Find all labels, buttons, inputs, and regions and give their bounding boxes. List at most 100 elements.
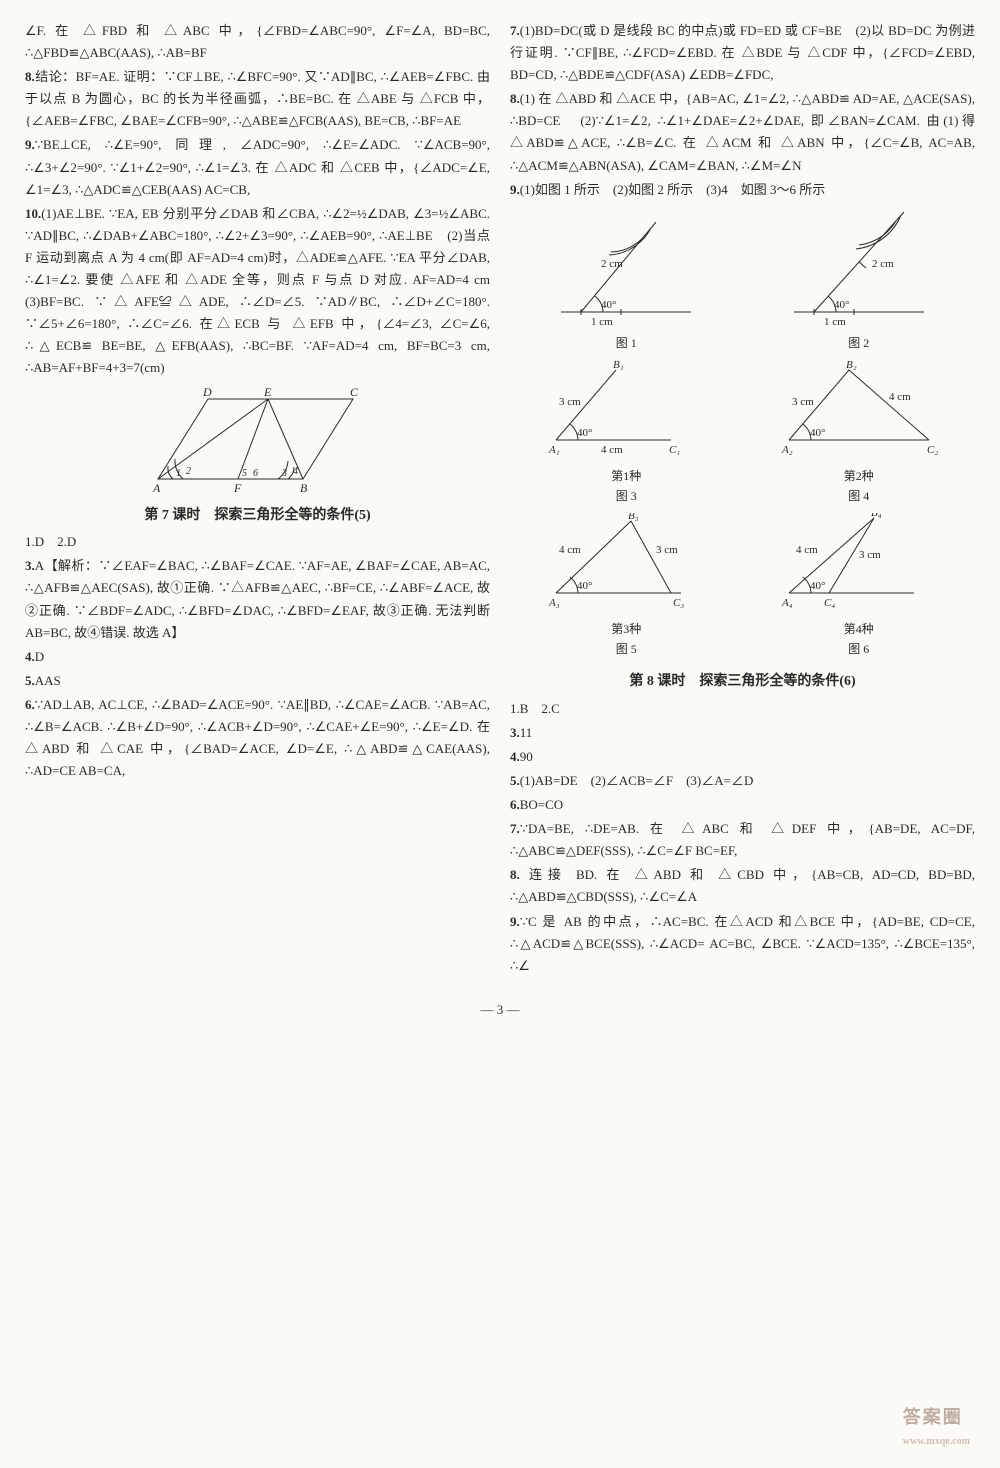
svg-text:3: 3	[281, 468, 287, 479]
fig-1: 2 cm 40° 1 cm 图 1	[551, 207, 701, 354]
r-text-7: (1)BD=DC(或 D 是线段 BC 的中点)或 FD=ED 或 CF=BE …	[510, 23, 975, 82]
ans-1-2: 1.D 2.D	[25, 531, 490, 553]
svg-text:C₃: C₃	[673, 597, 684, 609]
b-ans-1-2: 1.B 2.C	[510, 698, 975, 720]
item-10: 10.(1)AE⊥BE. ∵EA, EB 分别平分∠DAB 和∠CBA, ∴∠2…	[25, 203, 490, 380]
b-ans-4: 4.90	[510, 746, 975, 768]
page-footer: — 3 —	[25, 999, 975, 1021]
svg-text:D: D	[202, 385, 212, 399]
text-a4: D	[35, 649, 44, 664]
svg-text:C: C	[350, 385, 359, 399]
svg-text:40°: 40°	[810, 427, 825, 439]
svg-text:2 cm: 2 cm	[872, 258, 894, 270]
svg-text:3 cm: 3 cm	[792, 396, 814, 408]
fig-row-1: 2 cm 40° 1 cm 图 1 2 cm 40° 1 cm	[510, 207, 975, 354]
svg-text:C₁: C₁	[669, 444, 680, 456]
svg-text:1 cm: 1 cm	[591, 316, 613, 327]
b-text-7: ∵DA=BE, ∴DE=AB. 在 △ABC 和 △DEF 中，{AB=DE, …	[510, 821, 975, 858]
r-item-9: 9.(1)如图 1 所示 (2)如图 2 所示 (3)4 如图 3～6 所示	[510, 179, 975, 201]
svg-text:6: 6	[253, 468, 258, 479]
fig3-label: 第1种	[541, 466, 711, 486]
watermark-text: 答案圈	[903, 1407, 963, 1427]
fig-row-3: A₃ B₃ C₃ 4 cm 3 cm 40° 第3种 图 5 A₄ B₄ C₄	[510, 513, 975, 660]
item-pre: ∠F. 在 △FBD 和 △ABC 中，{∠FBD=∠ABC=90°, ∠F=∠…	[25, 20, 490, 64]
fig3-caption: 图 3	[541, 486, 711, 506]
text-a3: A【解析：∵∠EAF=∠BAC, ∴∠BAF=∠CAE. ∵AF=AE, ∠BA…	[25, 558, 490, 639]
svg-text:3 cm: 3 cm	[859, 549, 881, 561]
page-columns: ∠F. 在 △FBD 和 △ABC 中，{∠FBD=∠ABC=90°, ∠F=∠…	[25, 20, 975, 979]
fig-2: 2 cm 40° 1 cm 图 2	[784, 207, 934, 354]
r-item-7: 7.(1)BD=DC(或 D 是线段 BC 的中点)或 FD=ED 或 CF=B…	[510, 20, 975, 86]
fig5-label: 第3种	[541, 619, 711, 639]
fig1-caption: 图 1	[551, 333, 701, 353]
fig-5: A₃ B₃ C₃ 4 cm 3 cm 40° 第3种 图 5	[541, 513, 711, 660]
svg-text:40°: 40°	[834, 299, 849, 311]
svg-text:B: B	[300, 481, 308, 494]
r-item-8: 8.(1) 在 △ABD 和 △ACE 中，{AB=AC, ∠1=∠2, ∴△A…	[510, 88, 975, 176]
svg-text:A₃: A₃	[548, 597, 560, 609]
svg-text:4 cm: 4 cm	[601, 444, 623, 456]
b-text-3: 11	[520, 725, 533, 740]
svg-text:4 cm: 4 cm	[796, 544, 818, 556]
text-8: 结论：BF=AE. 证明：∵CF⊥BE, ∴∠BFC=90°. 又∵AD∥BC,…	[25, 69, 490, 128]
svg-text:F: F	[233, 481, 242, 494]
text-9: ∵BE⊥CE, ∴∠E=90°, 同理, ∠ADC=90°, ∴∠E=∠ADC.…	[25, 137, 490, 196]
fig-6: A₄ B₄ C₄ 4 cm 3 cm 40° 第4种 图 6	[774, 513, 944, 660]
text-a5: AAS	[35, 673, 61, 688]
right-column: 7.(1)BD=DC(或 D 是线段 BC 的中点)或 FD=ED 或 CF=B…	[510, 20, 975, 979]
page-number: 3	[497, 1002, 504, 1017]
r-text-9: (1)如图 1 所示 (2)如图 2 所示 (3)4 如图 3～6 所示	[520, 182, 825, 197]
svg-text:C₂: C₂	[927, 444, 938, 456]
svg-text:40°: 40°	[577, 427, 592, 439]
b-text-5: (1)AB=DE (2)∠ACB=∠F (3)∠A=∠D	[520, 773, 754, 788]
b-text-6: BO=CO	[520, 797, 563, 812]
b-text-4: 90	[520, 749, 533, 764]
item-8: 8.结论：BF=AE. 证明：∵CF⊥BE, ∴∠BFC=90°. 又∵AD∥B…	[25, 66, 490, 132]
svg-text:A₁: A₁	[548, 444, 560, 456]
svg-text:4: 4	[293, 466, 298, 477]
text-10: (1)AE⊥BE. ∵EA, EB 分别平分∠DAB 和∠CBA, ∴∠2=½∠…	[25, 206, 503, 376]
svg-text:40°: 40°	[601, 299, 616, 311]
svg-text:B₃: B₃	[628, 513, 639, 522]
b-text-8: 连接 BD. 在 △ABD 和 △CBD 中，{AB=CB, AD=CD, BD…	[510, 867, 975, 904]
b-ans-3: 3.11	[510, 722, 975, 744]
fig2-caption: 图 2	[784, 333, 934, 353]
left-column: ∠F. 在 △FBD 和 △ABC 中，{∠FBD=∠ABC=90°, ∠F=∠…	[25, 20, 490, 979]
svg-text:4 cm: 4 cm	[559, 544, 581, 556]
svg-text:4 cm: 4 cm	[889, 391, 911, 403]
svg-text:40°: 40°	[810, 580, 825, 592]
ans-4: 4.D	[25, 646, 490, 668]
fig6-caption: 图 6	[774, 639, 944, 659]
fig5-caption: 图 5	[541, 639, 711, 659]
svg-text:3 cm: 3 cm	[559, 396, 581, 408]
b-ans-7: 7.∵DA=BE, ∴DE=AB. 在 △ABC 和 △DEF 中，{AB=DE…	[510, 818, 975, 862]
watermark: 答案圈 www.mxqe.com	[903, 1402, 970, 1450]
svg-text:B₂: B₂	[846, 360, 857, 371]
section-7-title: 第 7 课时 探索三角形全等的条件(5)	[25, 504, 490, 528]
ans-3: 3.A【解析：∵∠EAF=∠BAC, ∴∠BAF=∠CAE. ∵AF=AE, ∠…	[25, 555, 490, 643]
item-9: 9.∵BE⊥CE, ∴∠E=90°, 同理, ∠ADC=90°, ∴∠E=∠AD…	[25, 134, 490, 200]
fig-3: A₁ B₁ C₁ 3 cm 40° 4 cm 第1种 图 3	[541, 360, 711, 507]
svg-text:2: 2	[186, 466, 191, 477]
svg-text:5: 5	[242, 468, 247, 479]
svg-text:B₁: B₁	[613, 360, 624, 371]
svg-text:B₄: B₄	[871, 513, 882, 519]
svg-text:1: 1	[176, 468, 181, 479]
svg-text:1 cm: 1 cm	[824, 316, 846, 327]
watermark-url: www.mxqe.com	[903, 1433, 970, 1450]
b-ans-8: 8. 连接 BD. 在 △ABD 和 △CBD 中，{AB=CB, AD=CD,…	[510, 864, 975, 908]
b-text-9: ∵C 是 AB 的中点，∴AC=BC. 在△ACD 和△BCE 中，{AD=BE…	[510, 914, 975, 973]
svg-text:40°: 40°	[577, 580, 592, 592]
svg-text:A: A	[152, 481, 161, 494]
svg-text:A₄: A₄	[781, 597, 793, 609]
text-a6: ∵AD⊥AB, AC⊥CE, ∴∠BAD=∠ACE=90°. ∵AE∥BD, ∴…	[25, 697, 490, 778]
ans-5: 5.AAS	[25, 670, 490, 692]
fig4-caption: 图 4	[774, 486, 944, 506]
parallelogram-diagram: A B C D E F 1 2 5 6 3 4	[138, 384, 378, 494]
fig-4: A₂ B₂ C₂ 3 cm 4 cm 40° 第2种 图 4	[774, 360, 944, 507]
b-ans-5: 5.(1)AB=DE (2)∠ACB=∠F (3)∠A=∠D	[510, 770, 975, 792]
svg-text:E: E	[263, 385, 272, 399]
r-text-8: (1) 在 △ABD 和 △ACE 中，{AB=AC, ∠1=∠2, ∴△ABD…	[510, 91, 975, 172]
section-8-title: 第 8 课时 探索三角形全等的条件(6)	[510, 670, 975, 694]
b-ans-6: 6.BO=CO	[510, 794, 975, 816]
